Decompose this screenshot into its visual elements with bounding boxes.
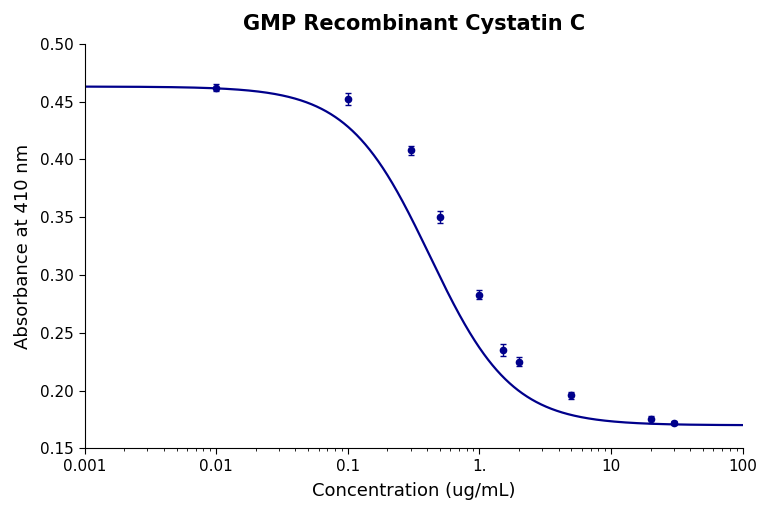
Y-axis label: Absorbance at 410 nm: Absorbance at 410 nm <box>14 143 32 348</box>
X-axis label: Concentration (ug/mL): Concentration (ug/mL) <box>311 482 515 500</box>
Title: GMP Recombinant Cystatin C: GMP Recombinant Cystatin C <box>243 14 584 34</box>
